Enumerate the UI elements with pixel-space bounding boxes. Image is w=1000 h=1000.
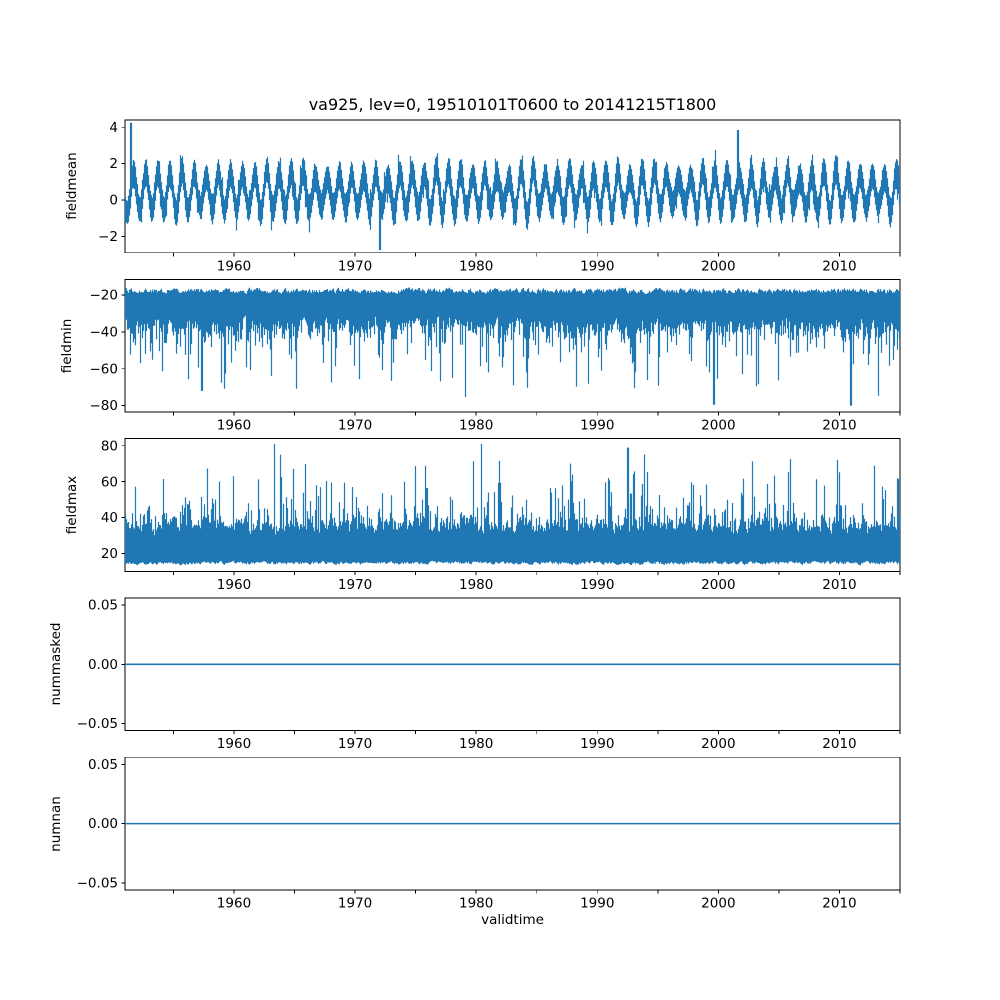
x-tick-label: 2010 [822,736,856,752]
x-tick-label: 1990 [580,736,614,752]
x-tick-label: 2000 [701,896,735,912]
y-tick-label: 20 [101,546,118,562]
x-tick-label: 1960 [217,896,251,912]
x-tick-label: 1980 [459,258,493,274]
ylabel-nummasked: nummasked [48,622,64,706]
figure-title: va925, lev=0, 19510101T0600 to 20141215T… [308,95,717,114]
series-fieldmean [124,122,901,250]
series-fieldmin [124,287,901,406]
x-tick-label: 1970 [338,577,372,593]
ylabel-numnan: numnan [48,796,64,852]
x-tick-label: 2010 [822,896,856,912]
x-tick-label: 1970 [338,896,372,912]
y-tick-label: 60 [101,474,118,490]
x-tick-label: 1990 [580,258,614,274]
x-tick-label: 2000 [701,577,735,593]
y-tick-label: 0 [109,193,118,209]
y-tick-label: 0.05 [88,757,118,773]
y-tick-label: 0.00 [88,816,118,832]
y-tick-label: −20 [90,288,119,304]
y-tick-label: 40 [101,510,118,526]
x-tick-label: 1960 [217,258,251,274]
y-tick-label: 0.00 [88,657,118,673]
x-tick-label: 1960 [217,418,251,434]
x-tick-label: 2010 [822,258,856,274]
series-fieldmax [124,444,901,566]
y-tick-label: −0.05 [77,716,118,732]
x-tick-label: 1990 [580,896,614,912]
y-tick-label: −2 [98,229,118,245]
xlabel: validtime [481,912,544,928]
y-tick-label: 4 [109,120,118,136]
x-tick-label: 1960 [217,736,251,752]
y-tick-label: 2 [109,156,118,172]
x-tick-label: 1990 [580,418,614,434]
x-tick-label: 2000 [701,736,735,752]
y-tick-label: −60 [90,361,119,377]
y-tick-label: −80 [90,398,119,414]
x-tick-label: 1980 [459,736,493,752]
x-tick-label: 2010 [822,577,856,593]
axes-fieldmin [124,278,901,413]
y-tick-label: −40 [90,324,119,340]
x-tick-label: 1980 [459,896,493,912]
x-tick-label: 1970 [338,258,372,274]
x-tick-label: 2010 [822,418,856,434]
y-tick-label: 80 [101,438,118,454]
x-tick-label: 1980 [459,418,493,434]
ylabel-fieldmean: fieldmean [64,152,80,220]
x-tick-label: 1990 [580,577,614,593]
ylabel-fieldmax: fieldmax [64,475,80,535]
y-tick-label: 0.05 [88,598,118,614]
axes-fieldmax [124,438,901,572]
y-tick-label: −0.05 [77,875,118,891]
x-tick-label: 1970 [338,418,372,434]
x-tick-label: 1970 [338,736,372,752]
x-tick-label: 2000 [701,258,735,274]
ylabel-fieldmin: fieldmin [59,318,75,374]
x-tick-label: 1980 [459,577,493,593]
x-tick-label: 2000 [701,418,735,434]
x-tick-label: 1960 [217,577,251,593]
